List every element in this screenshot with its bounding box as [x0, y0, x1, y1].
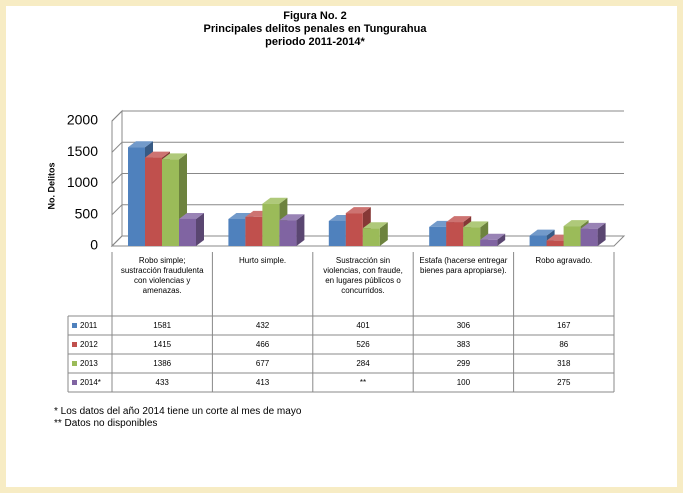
bar-top: [179, 212, 204, 219]
x-tick-label: Estafa (hacerse entregar bienes para apr…: [419, 256, 508, 275]
y-tick-label: 2000: [67, 112, 98, 128]
table-value: 413: [255, 377, 270, 387]
table-value: 1415: [153, 339, 172, 349]
bar: [429, 226, 447, 246]
bar: [362, 228, 380, 246]
bar: [179, 218, 196, 246]
legend-swatch: [72, 380, 77, 385]
bar-top: [145, 151, 170, 158]
table-value: 306: [456, 320, 471, 330]
bar: [463, 227, 481, 246]
y-tick-label: 1500: [67, 143, 98, 159]
y-tick-label: 0: [90, 237, 98, 253]
x-tick-label: Robo agravado.: [535, 256, 593, 265]
table-value: 284: [356, 358, 370, 368]
legend-swatch: [72, 361, 77, 366]
bar: [128, 147, 145, 246]
legend-label: 2012: [80, 339, 98, 349]
table-value: 466: [255, 339, 270, 349]
grid-line: [111, 204, 624, 216]
legend-item: 2012: [68, 335, 112, 354]
bar-top: [463, 221, 489, 228]
bar-side: [379, 222, 388, 246]
bar-side: [196, 212, 204, 246]
y-tick-label: 1000: [67, 174, 98, 190]
table-value: 432: [255, 320, 270, 330]
table-value: 526: [356, 339, 370, 349]
footnote: * Los datos del año 2014 tiene un corte …: [54, 406, 302, 417]
bar-top: [580, 222, 606, 229]
table-value: 1581: [153, 320, 172, 330]
bar: [546, 240, 564, 246]
bar: [345, 213, 363, 246]
bar-top: [446, 216, 472, 223]
legend-swatch: [72, 342, 77, 347]
legend-item: 2014*: [68, 373, 112, 392]
table-value: 318: [557, 358, 571, 368]
bar-top: [563, 220, 589, 227]
chart: Figura No. 2 Principales delitos penales…: [46, 10, 626, 393]
y-tick-label: 500: [75, 205, 99, 221]
bar: [328, 220, 346, 246]
bar-top: [162, 153, 187, 160]
x-tick-label: Hurto simple.: [239, 256, 287, 265]
bar-top: [529, 229, 555, 236]
bar-side: [597, 222, 606, 246]
bar-top: [345, 207, 371, 214]
chart-title: Figura No. 2: [283, 10, 347, 22]
table-value: 167: [557, 320, 571, 330]
bar: [446, 222, 464, 246]
legend-label: 2013: [80, 358, 98, 368]
bar: [580, 228, 598, 246]
chart-subtitle: periodo 2011-2014*: [265, 36, 365, 48]
table-value: 299: [456, 358, 471, 368]
bar: [145, 157, 162, 246]
table-value: 383: [456, 339, 471, 349]
bar: [245, 216, 263, 246]
table-value: 677: [255, 358, 270, 368]
legend-label: 2014*: [80, 377, 101, 387]
grid-line: [111, 173, 624, 184]
bar: [279, 220, 297, 246]
table-value: 433: [155, 377, 169, 387]
table-value: 86: [559, 339, 569, 349]
legend-swatch: [72, 323, 77, 328]
grid-line: [111, 110, 624, 122]
legend-label: 2011: [80, 320, 98, 330]
table-value: **: [359, 377, 367, 387]
bar-side: [296, 214, 305, 246]
bar: [480, 239, 498, 246]
bar-top: [279, 214, 305, 221]
x-tick-label: Robo simple; sustracción fraudulenta con…: [120, 256, 204, 295]
table-value: 1386: [153, 358, 172, 368]
chart-subtitle: Principales delitos penales en Tungurahu…: [204, 23, 428, 35]
bar-top: [262, 197, 288, 204]
legend-item: 2013: [68, 354, 112, 373]
bar: [563, 226, 581, 246]
legend-item: 2011: [68, 316, 112, 335]
bar: [228, 219, 246, 246]
bar: [529, 235, 547, 246]
bar: [262, 203, 280, 246]
bar-top: [128, 141, 153, 148]
bar: [162, 159, 179, 246]
footnote: ** Datos no disponibles: [54, 418, 158, 429]
table-value: 100: [456, 377, 471, 387]
bar-top: [480, 233, 506, 240]
x-tick-label: Sustracción sin violencias, con fraude, …: [323, 256, 403, 295]
bar-side: [497, 233, 506, 246]
bar-top: [362, 222, 388, 229]
grid-line: [111, 141, 624, 153]
y-axis-label: No. Delitos: [46, 162, 56, 209]
table-value: 401: [356, 320, 370, 330]
table-value: 275: [557, 377, 571, 387]
